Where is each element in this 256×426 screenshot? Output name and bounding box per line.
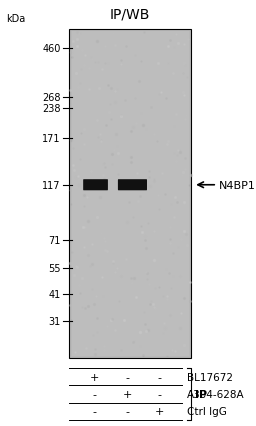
- Text: kDa: kDa: [6, 14, 26, 24]
- Text: 171: 171: [42, 133, 61, 144]
- Text: 41: 41: [49, 289, 61, 299]
- Text: +: +: [122, 389, 132, 399]
- Text: BL17672: BL17672: [187, 372, 233, 382]
- Bar: [69, 30, 191, 358]
- Text: -: -: [158, 372, 162, 382]
- Text: -: -: [158, 389, 162, 399]
- Text: 71: 71: [48, 236, 61, 246]
- Text: IP/WB: IP/WB: [110, 8, 151, 22]
- Bar: [72, 32, 189, 356]
- Text: -: -: [125, 372, 129, 382]
- Text: 55: 55: [48, 263, 61, 273]
- Text: A304-628A: A304-628A: [187, 389, 244, 399]
- Text: IP: IP: [195, 389, 208, 399]
- Text: -: -: [92, 389, 97, 399]
- Text: +: +: [90, 372, 99, 382]
- FancyBboxPatch shape: [83, 180, 108, 191]
- Text: 268: 268: [42, 93, 61, 103]
- Text: N4BP1: N4BP1: [219, 180, 256, 190]
- Text: 117: 117: [42, 180, 61, 190]
- FancyBboxPatch shape: [118, 180, 147, 191]
- Text: -: -: [125, 406, 129, 416]
- Text: 31: 31: [49, 317, 61, 327]
- Text: 460: 460: [42, 44, 61, 54]
- Text: Ctrl IgG: Ctrl IgG: [187, 406, 227, 416]
- Text: -: -: [92, 406, 97, 416]
- Text: +: +: [155, 406, 164, 416]
- Text: 238: 238: [42, 104, 61, 114]
